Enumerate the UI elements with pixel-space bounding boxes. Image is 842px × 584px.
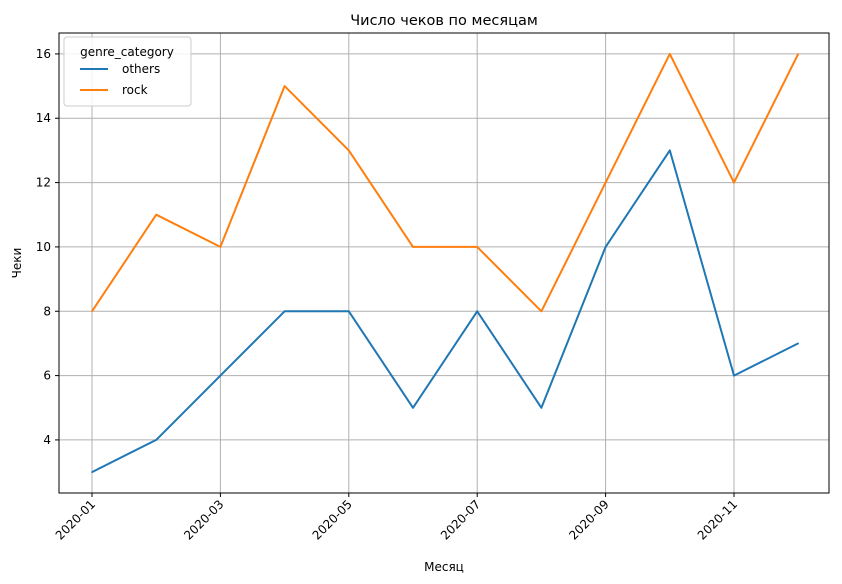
- y-tick-label: 16: [36, 47, 51, 61]
- series-line-rock: [91, 52, 800, 313]
- y-tick-label: 4: [43, 433, 51, 447]
- y-tick-label: 14: [36, 111, 51, 125]
- data-point-others: [669, 149, 671, 152]
- legend-frame: [63, 36, 192, 107]
- y-tick-label: 8: [43, 304, 51, 318]
- series-lines: [91, 52, 800, 473]
- x-tick-label: 2020-03: [181, 497, 226, 542]
- data-point-others: [348, 310, 350, 313]
- data-point-rock: [91, 310, 93, 313]
- legend-label-rock: rock: [122, 83, 148, 97]
- grid: [59, 33, 829, 493]
- x-tick-label: 2020-01: [53, 497, 98, 542]
- y-tick-label: 6: [43, 369, 51, 383]
- y-tick-label: 12: [36, 176, 51, 190]
- y-axis-title: Чеки: [10, 248, 24, 279]
- data-point-rock: [604, 181, 607, 184]
- legend-title: genre_category: [80, 45, 174, 59]
- data-point-others: [540, 406, 543, 409]
- axis-ticks: 4 6 8 10 12 14 16 2020-01 2020-03 2020-05 2020-07 2…: [36, 47, 740, 543]
- data-point-rock: [348, 149, 350, 152]
- data-point-others: [733, 374, 735, 377]
- y-tick-label: 10: [36, 240, 51, 254]
- chart-title: Число чеков по месяцам: [350, 13, 538, 29]
- data-point-others: [283, 310, 286, 313]
- data-point-rock: [412, 246, 414, 248]
- legend-label-others: others: [122, 62, 160, 76]
- plot-frame: [58, 32, 830, 494]
- data-point-rock: [283, 85, 286, 87]
- x-tick-label: 2020-05: [310, 497, 355, 542]
- data-point-rock: [733, 181, 735, 184]
- data-point-others: [155, 439, 157, 441]
- legend-items: others rock: [80, 62, 160, 97]
- legend: genre_category others rock: [63, 36, 192, 107]
- data-point-rock: [669, 53, 671, 55]
- x-axis-title: Месяц: [424, 560, 464, 574]
- x-tick-label: 2020-09: [566, 497, 611, 542]
- data-point-others: [604, 246, 607, 248]
- data-point-others: [219, 374, 222, 377]
- x-tick-label: 2020-07: [438, 497, 483, 542]
- data-point-others: [412, 406, 414, 409]
- data-point-others: [476, 310, 479, 313]
- data-point-rock: [155, 213, 157, 216]
- data-point-others: [797, 342, 799, 345]
- x-tick-label: 2020-11: [695, 497, 740, 542]
- data-point-rock: [476, 246, 479, 248]
- data-point-rock: [797, 53, 799, 55]
- data-point-rock: [540, 310, 543, 313]
- data-point-others: [91, 471, 93, 473]
- data-point-rock: [219, 246, 222, 248]
- series-line-others: [91, 149, 799, 473]
